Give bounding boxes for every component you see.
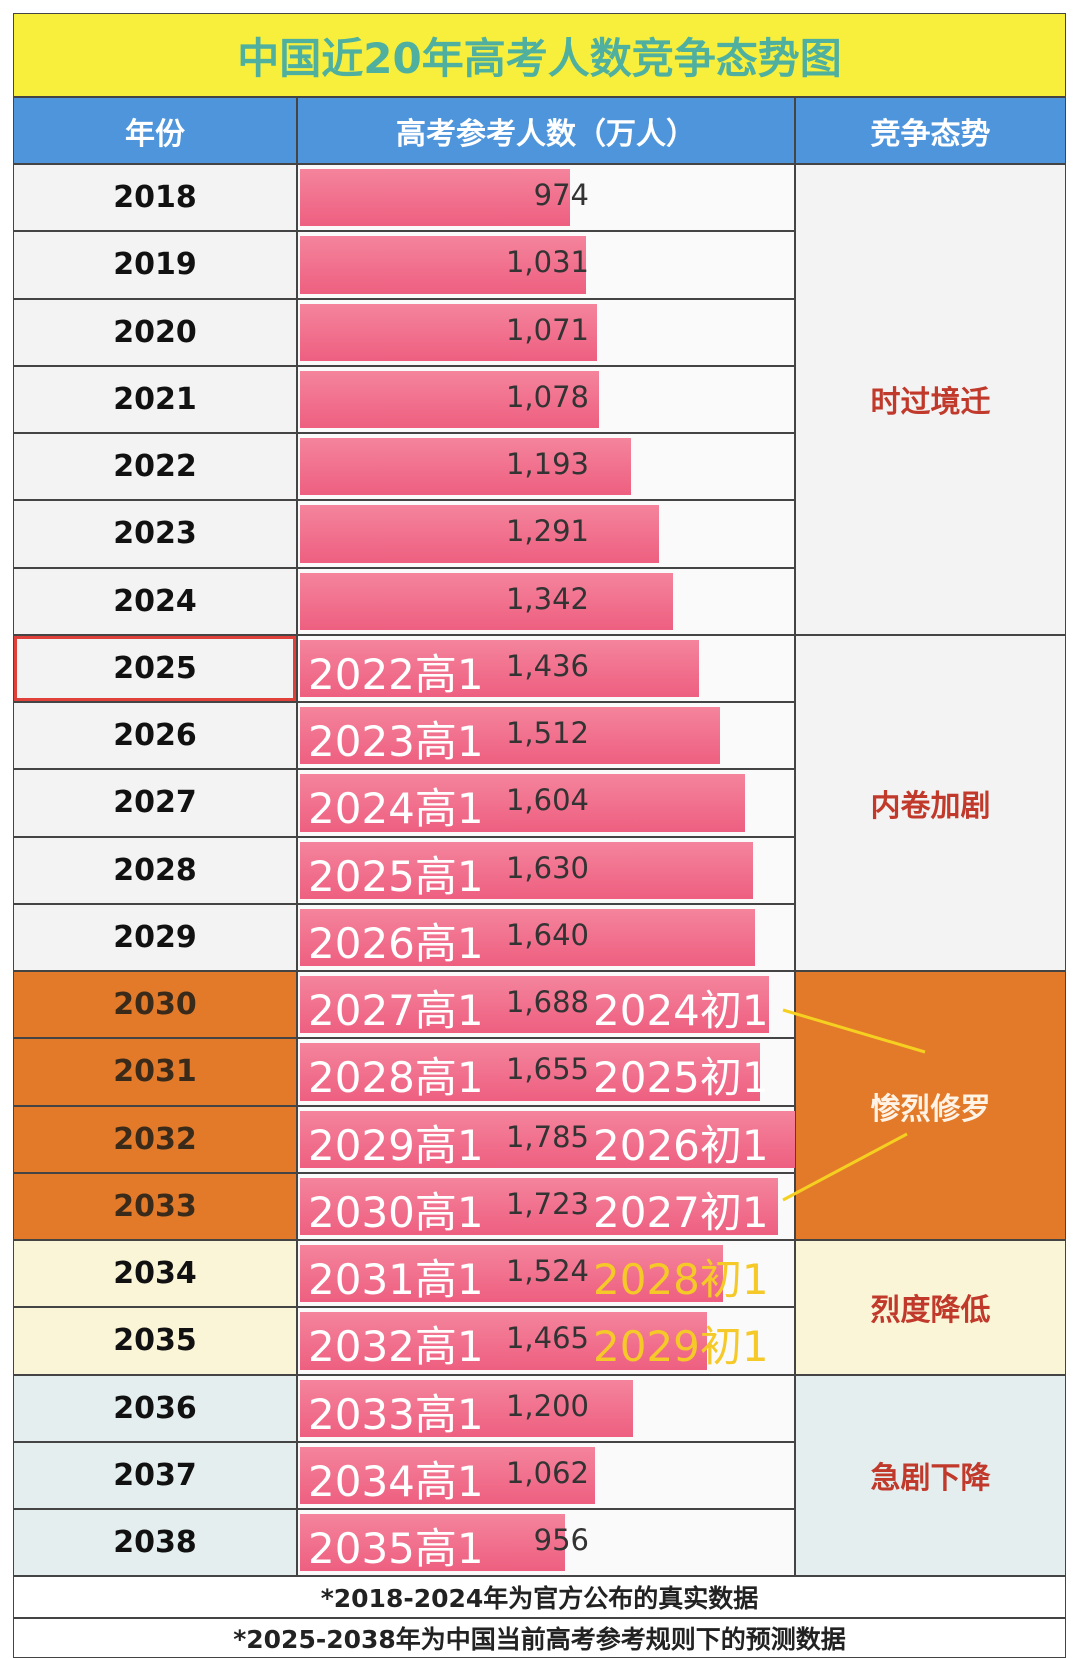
bar — [300, 1110, 796, 1168]
value-label: 1,078 — [505, 379, 589, 414]
year-cell: 2036 — [13, 1374, 297, 1442]
year-cell: 2035 — [13, 1307, 297, 1375]
bar — [300, 169, 571, 227]
bar — [300, 1514, 566, 1572]
value-label: 974 — [533, 178, 589, 212]
value-label: 1,524 — [505, 1254, 589, 1288]
bar — [300, 505, 659, 563]
value-label: 1,604 — [505, 783, 589, 818]
bar — [300, 1312, 707, 1370]
year-cell: 2031 — [13, 1038, 297, 1106]
value-label: 1,655 — [505, 1052, 589, 1087]
value-label: 1,512 — [505, 716, 589, 750]
year-cell: 2025 — [13, 634, 297, 702]
junior-cohort: 2024初1 — [593, 986, 769, 1035]
value-label: 1,723 — [505, 1186, 589, 1221]
note: *2018-2024年为官方公布的真实数据 — [13, 1576, 1066, 1618]
title: 中国近20年高考人数竞争态势图 — [13, 13, 1066, 97]
bar — [300, 572, 673, 630]
high-cohort: 2022高1 — [308, 649, 484, 699]
high-cohort: 2029高1 — [308, 1120, 484, 1170]
value-label: 1,640 — [505, 917, 589, 952]
year-cell: 2032 — [13, 1105, 297, 1173]
value-label: 1,291 — [505, 514, 589, 549]
year-cell: 2034 — [13, 1240, 297, 1308]
bar — [300, 976, 769, 1034]
bar — [300, 841, 753, 899]
high-cohort: 2035高1 — [308, 1524, 484, 1573]
year-cell: 2038 — [13, 1509, 297, 1577]
year-cell: 2022 — [13, 433, 297, 501]
high-cohort: 2023高1 — [308, 717, 484, 766]
bar — [300, 908, 756, 966]
bar — [300, 1177, 779, 1235]
header: 年份 — [13, 97, 297, 164]
high-cohort: 2030高1 — [308, 1187, 484, 1237]
trend-label: 内卷加剧 — [795, 634, 1066, 971]
bar — [300, 1379, 634, 1437]
bar — [300, 1245, 724, 1303]
value-label: 1,071 — [505, 312, 589, 347]
value-label: 1,062 — [505, 1455, 589, 1490]
year-cell: 2020 — [13, 298, 297, 366]
value-label: 1,200 — [505, 1388, 589, 1423]
bar — [300, 370, 600, 428]
value-label: 1,465 — [505, 1321, 589, 1356]
header: 高考参考人数（万人） — [297, 97, 795, 164]
year-cell: 2024 — [13, 567, 297, 635]
value-label: 1,436 — [505, 648, 589, 683]
value-label: 1,031 — [505, 245, 589, 280]
junior-cohort: 2025初1 — [593, 1053, 769, 1103]
value-label: 1,630 — [505, 850, 589, 885]
high-cohort: 2026高1 — [308, 918, 484, 968]
year-cell: 2021 — [13, 365, 297, 433]
bar — [300, 438, 632, 496]
value-label: 1,342 — [505, 581, 589, 616]
junior-cohort: 2026初1 — [593, 1120, 769, 1170]
bar — [300, 639, 699, 697]
year-cell: 2026 — [13, 702, 297, 770]
junior-cohort: 2027初1 — [593, 1187, 769, 1237]
trend-label: 惨烈修罗 — [795, 971, 1066, 1240]
year-cell: 2018 — [13, 164, 297, 232]
trend-label: 时过境迁 — [795, 164, 1066, 635]
junior-cohort: 2028初1 — [593, 1255, 769, 1304]
year-cell: 2030 — [13, 971, 297, 1039]
high-cohort: 2032高1 — [308, 1322, 484, 1372]
value-label: 1,688 — [505, 985, 589, 1019]
high-cohort: 2031高1 — [308, 1255, 484, 1304]
high-cohort: 2034高1 — [308, 1456, 484, 1506]
bar — [300, 774, 746, 832]
year-cell: 2023 — [13, 500, 297, 568]
high-cohort: 2027高1 — [308, 986, 484, 1035]
value-label: 1,193 — [505, 447, 589, 481]
high-cohort: 2025高1 — [308, 851, 484, 901]
header: 竞争态势 — [795, 97, 1066, 164]
year-cell: 2033 — [13, 1172, 297, 1240]
year-cell: 2019 — [13, 231, 297, 299]
high-cohort: 2028高1 — [308, 1053, 484, 1103]
year-cell: 2037 — [13, 1441, 297, 1509]
value-label: 956 — [533, 1523, 589, 1557]
value-label: 1,785 — [505, 1119, 589, 1154]
high-cohort: 2033高1 — [308, 1389, 484, 1439]
bar — [300, 707, 720, 765]
bar — [300, 1446, 595, 1504]
trend-label: 烈度降低 — [795, 1240, 1066, 1375]
high-cohort: 2024高1 — [308, 784, 484, 834]
year-cell: 2027 — [13, 769, 297, 837]
note: *2025-2038年为中国当前高考参考规则下的预测数据 — [13, 1618, 1066, 1658]
bar — [300, 303, 598, 361]
trend-label: 急剧下降 — [795, 1374, 1066, 1577]
year-cell: 2029 — [13, 903, 297, 971]
year-cell: 2028 — [13, 836, 297, 904]
bar — [300, 1043, 760, 1101]
bar — [300, 236, 587, 294]
junior-cohort: 2029初1 — [593, 1322, 769, 1372]
